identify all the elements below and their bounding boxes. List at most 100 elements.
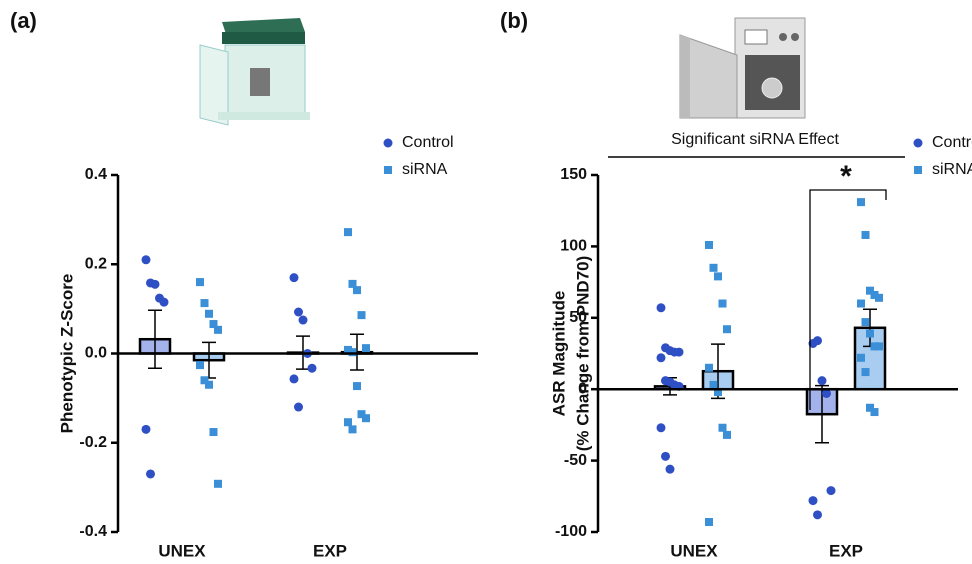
data-point [205, 380, 213, 389]
data-point [723, 430, 731, 439]
x-tick-label: UNEX [158, 541, 206, 560]
data-point [348, 425, 357, 434]
data-point [714, 272, 722, 281]
significance-bracket [809, 189, 887, 410]
x-tick-label: UNEX [670, 541, 718, 560]
data-point [866, 329, 874, 338]
data-point [205, 309, 213, 318]
data-point [714, 388, 722, 397]
legend-marker [913, 138, 923, 148]
data-point [344, 345, 352, 354]
y-tick-label: -100 [555, 523, 587, 540]
data-point [822, 388, 831, 398]
data-point [718, 299, 727, 308]
y-tick-label: -50 [564, 452, 587, 469]
data-point [150, 279, 160, 289]
annotation: Significant siRNA Effect [671, 131, 839, 148]
data-point [214, 325, 222, 334]
data-point [209, 428, 218, 437]
legend-marker [384, 166, 392, 174]
data-point [870, 408, 879, 417]
data-point [705, 363, 713, 372]
data-point [826, 486, 836, 496]
legend-marker [383, 138, 393, 148]
y-axis-label: ASR Magnitude [549, 291, 568, 417]
data-point [348, 279, 357, 288]
data-point [289, 374, 299, 384]
data-point [661, 451, 670, 461]
y-tick-label: 150 [560, 166, 587, 183]
y-tick-label: 50 [569, 309, 587, 326]
data-point [857, 353, 865, 362]
y-tick-label: 0.0 [85, 345, 107, 362]
apparatus-icon [199, 18, 310, 126]
data-point [344, 228, 352, 237]
data-point [214, 479, 222, 488]
apparatus-icon [679, 17, 806, 119]
data-point [817, 376, 827, 386]
data-point [656, 303, 666, 313]
data-point [307, 363, 317, 373]
data-point [861, 230, 870, 239]
data-point [813, 510, 822, 520]
error-bar [815, 384, 829, 444]
data-point [196, 361, 204, 370]
data-point [709, 263, 718, 272]
error-bar [148, 309, 162, 369]
data-point [196, 278, 204, 287]
data-point [357, 311, 366, 320]
panel-label: (a) [10, 8, 37, 33]
data-point [718, 423, 727, 432]
data-point [294, 307, 303, 317]
y-axis-label: (% Change from PND70) [573, 256, 592, 452]
legend-label: Control [402, 134, 454, 151]
data-point [200, 376, 209, 385]
data-point [861, 368, 870, 377]
legend-marker [914, 166, 922, 174]
data-point [705, 518, 713, 527]
data-point [656, 423, 666, 433]
data-point [808, 496, 818, 506]
data-point [674, 347, 684, 357]
x-tick-label: EXP [313, 541, 347, 560]
data-point [723, 325, 731, 334]
data-point [362, 414, 370, 423]
data-point [209, 320, 218, 329]
data-point [857, 198, 865, 207]
legend-label: siRNA* [932, 161, 972, 178]
data-point [813, 336, 822, 346]
data-point [362, 344, 370, 353]
y-tick-label: -0.2 [79, 434, 107, 451]
data-point [875, 342, 883, 351]
y-tick-label: 0.4 [85, 166, 107, 183]
data-point [159, 297, 169, 307]
data-point [656, 353, 666, 363]
data-point [705, 240, 713, 249]
legend-label: Control [932, 134, 972, 151]
data-point [857, 299, 865, 308]
data-point [294, 402, 303, 412]
data-point [146, 469, 155, 479]
data-point [861, 318, 870, 327]
y-axis-label: Phenotypic Z-Score [57, 274, 76, 434]
y-tick-label: 100 [560, 238, 587, 255]
data-point [348, 348, 357, 357]
data-point [344, 418, 352, 427]
data-point [353, 382, 361, 391]
legend-label: siRNA [402, 161, 448, 178]
data-point [141, 424, 151, 434]
data-point [866, 403, 874, 412]
x-tick-label: EXP [829, 541, 863, 560]
data-point [875, 293, 883, 302]
data-point [665, 464, 675, 474]
data-point [870, 290, 879, 299]
annotation: * [840, 160, 852, 193]
data-point [866, 286, 874, 295]
data-point [353, 286, 361, 295]
data-point [298, 315, 308, 325]
panel-label: (b) [500, 8, 528, 33]
data-point [357, 410, 366, 419]
y-tick-label: 0.2 [85, 255, 107, 272]
data-point [709, 380, 718, 389]
